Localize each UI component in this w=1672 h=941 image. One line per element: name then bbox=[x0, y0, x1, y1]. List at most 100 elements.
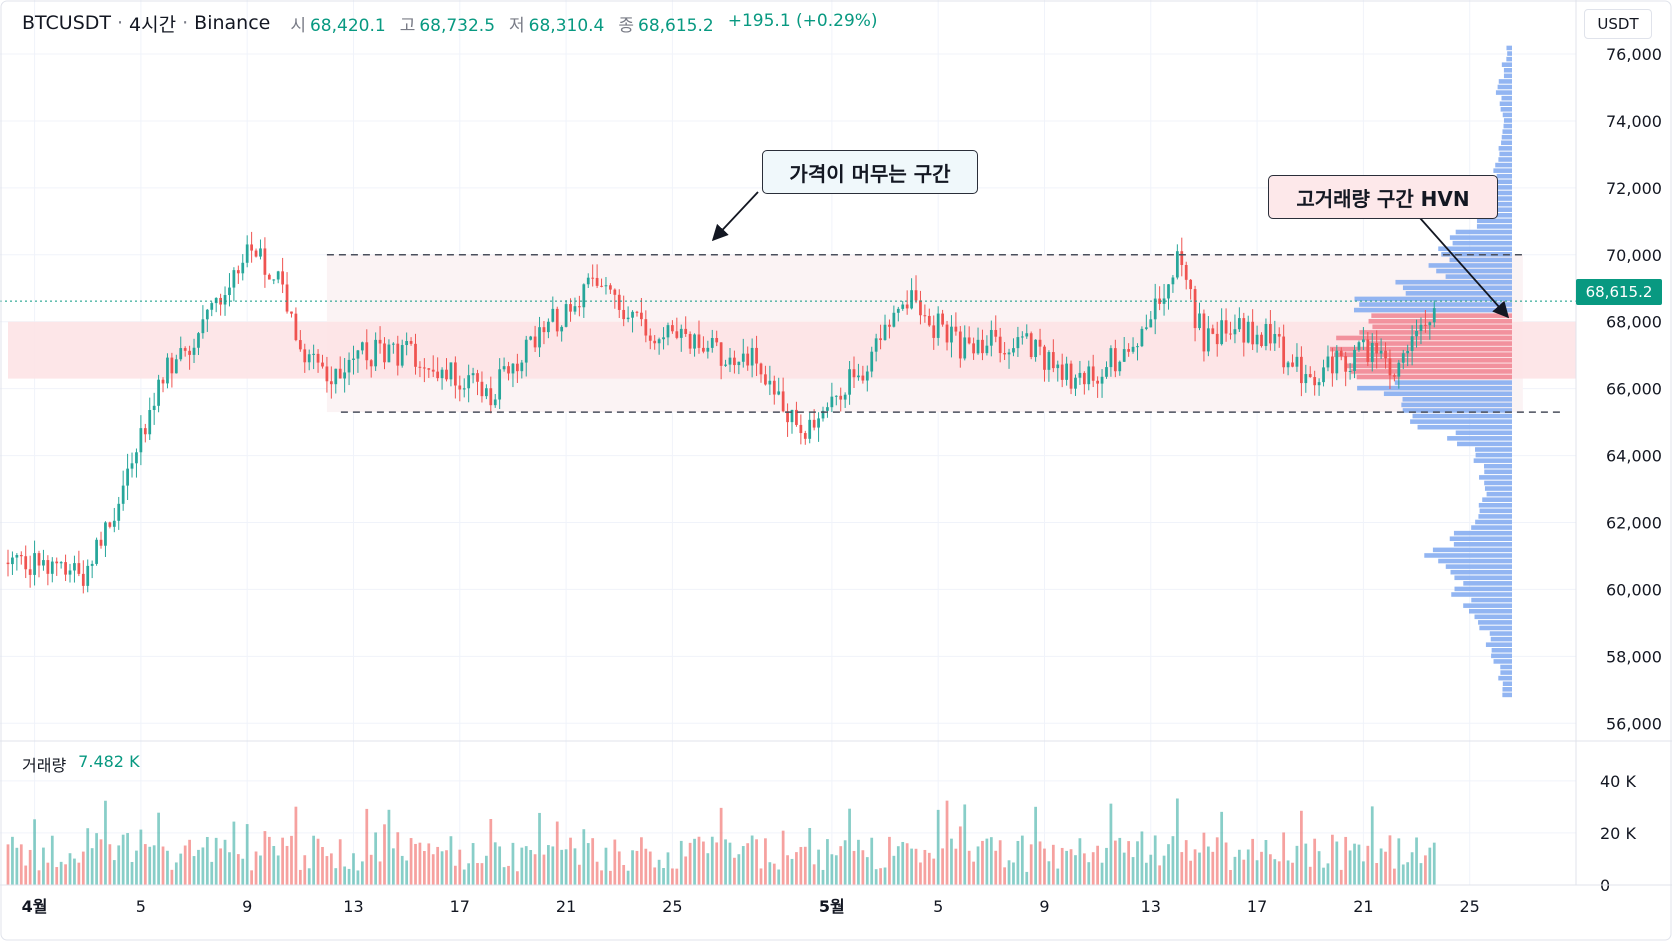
volume-bar bbox=[1113, 840, 1117, 885]
volume-bar bbox=[919, 862, 922, 885]
volume-bar bbox=[294, 806, 298, 885]
interval-label[interactable]: 4시간 bbox=[129, 13, 177, 36]
volume-bar bbox=[538, 812, 541, 885]
volume-bar bbox=[1331, 834, 1334, 885]
volume-bar bbox=[179, 853, 183, 885]
candle-body bbox=[870, 351, 874, 372]
candle-body bbox=[73, 563, 76, 571]
candle-body bbox=[1206, 328, 1210, 352]
candle-body bbox=[724, 364, 727, 366]
profile-bar bbox=[1503, 67, 1512, 73]
volume-bar bbox=[923, 849, 927, 885]
profile-bar bbox=[1451, 592, 1512, 597]
volume-bar bbox=[1388, 835, 1392, 885]
high-value: 68,732.5 bbox=[419, 15, 496, 36]
volume-bar bbox=[352, 853, 355, 885]
profile-bar bbox=[1502, 692, 1512, 698]
candle-body bbox=[954, 326, 958, 332]
candle-body bbox=[383, 343, 386, 363]
volume-bar bbox=[777, 869, 781, 885]
profile-bar bbox=[1479, 625, 1512, 631]
volume-bar bbox=[498, 846, 502, 885]
candle-body bbox=[746, 353, 750, 366]
volume-bar bbox=[1043, 848, 1046, 885]
volume-bar bbox=[715, 842, 719, 885]
profile-bar bbox=[1484, 469, 1512, 475]
profile-bar bbox=[1368, 318, 1512, 324]
volume-bar bbox=[1074, 855, 1077, 885]
candle-body bbox=[1397, 362, 1401, 377]
volume-bar bbox=[719, 807, 723, 885]
candle-body bbox=[1242, 318, 1246, 343]
candle-body bbox=[1348, 370, 1352, 372]
volume-bar bbox=[378, 861, 382, 885]
volume-bar bbox=[1215, 837, 1219, 885]
candle-body bbox=[414, 343, 417, 367]
candle-body bbox=[445, 369, 448, 380]
volume-legend[interactable]: 거래량 7.482 K bbox=[22, 752, 140, 776]
profile-bar bbox=[1344, 363, 1512, 369]
candle-body bbox=[1175, 251, 1179, 278]
volume-bar bbox=[86, 828, 90, 885]
volume-bar bbox=[1029, 844, 1033, 885]
profile-bar bbox=[1445, 274, 1512, 279]
volume-bar bbox=[126, 833, 129, 885]
profile-bar bbox=[1354, 296, 1512, 302]
volume-bar bbox=[1410, 852, 1414, 885]
candle-body bbox=[161, 379, 165, 384]
candle-body bbox=[533, 336, 537, 348]
time-tick-label: 25 bbox=[662, 897, 682, 916]
candle-body bbox=[901, 304, 905, 309]
profile-bar bbox=[1449, 257, 1512, 263]
price-tick-label: 68,000 bbox=[1606, 313, 1662, 332]
volume-bar bbox=[1016, 840, 1020, 885]
volume-bar bbox=[901, 841, 905, 885]
candle-body bbox=[431, 369, 435, 372]
volume-bar bbox=[790, 858, 794, 885]
candle-body bbox=[892, 312, 896, 327]
separator-dot: · bbox=[182, 12, 189, 34]
candle-body bbox=[936, 313, 940, 338]
price-tick-label: 60,000 bbox=[1606, 580, 1662, 599]
candle-body bbox=[1273, 334, 1277, 344]
candle-body bbox=[453, 362, 457, 386]
volume-bars bbox=[6, 798, 1436, 885]
separator-dot: · bbox=[117, 12, 124, 34]
candle-body bbox=[183, 348, 187, 351]
volume-bar bbox=[569, 837, 572, 885]
volume-bar bbox=[1007, 860, 1011, 885]
volume-bar bbox=[205, 836, 209, 885]
candle-body bbox=[1162, 298, 1166, 304]
profile-bar bbox=[1484, 207, 1512, 212]
range-callout[interactable]: 가격이 머무는 구간 bbox=[762, 150, 978, 194]
candle-body bbox=[374, 339, 378, 367]
candle-body bbox=[250, 244, 253, 251]
symbol-name[interactable]: BTCUSDT bbox=[22, 12, 111, 34]
volume-bar bbox=[688, 842, 692, 885]
hvn-callout[interactable]: 고거래량 구간 HVN bbox=[1268, 175, 1498, 219]
candle-body bbox=[484, 388, 488, 397]
profile-bar bbox=[1474, 614, 1512, 620]
candle-body bbox=[582, 284, 586, 308]
volume-bar bbox=[799, 846, 803, 885]
candle-body bbox=[1051, 352, 1055, 369]
symbol-header[interactable]: BTCUSDT · 4시간 · Binance 시 68,420.1 고 68,73… bbox=[22, 11, 878, 36]
volume-bar bbox=[1268, 854, 1272, 885]
volume-bar bbox=[360, 861, 364, 885]
profile-bar bbox=[1453, 530, 1512, 536]
candle-body bbox=[290, 311, 293, 314]
candle-body bbox=[1428, 322, 1432, 326]
volume-bar bbox=[11, 836, 14, 885]
currency-unit-button[interactable]: USDT bbox=[1584, 9, 1652, 39]
candle-body bbox=[631, 311, 634, 318]
candle-body bbox=[143, 428, 147, 435]
candle-body bbox=[839, 395, 843, 400]
candle-body bbox=[254, 250, 258, 257]
candle-body bbox=[1295, 356, 1299, 367]
volume-bar bbox=[1025, 871, 1029, 885]
candle-body bbox=[347, 359, 351, 373]
candle-body bbox=[1339, 350, 1343, 357]
volume-bar bbox=[1171, 836, 1175, 885]
volume-bar bbox=[427, 843, 431, 885]
